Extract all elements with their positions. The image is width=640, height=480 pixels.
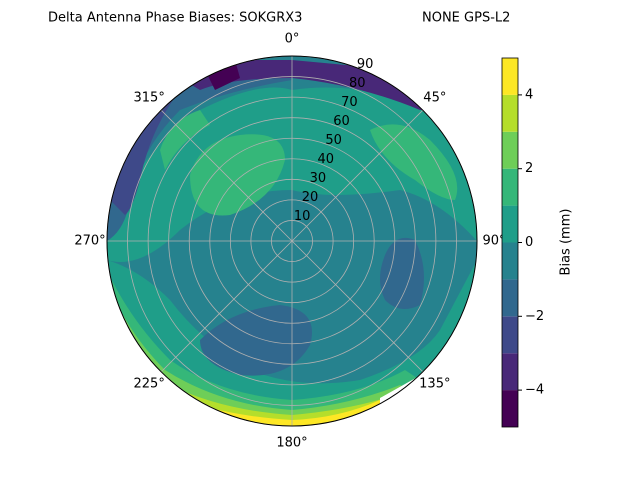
r-tick-label: 70 (341, 95, 358, 110)
grid-spoke (160, 109, 293, 242)
r-tick-label: 20 (302, 190, 319, 205)
theta-tick-label: 135° (419, 376, 450, 391)
polar-frame (106, 55, 478, 427)
colorbar-tick-label: 0 (525, 235, 533, 250)
contour-band (160, 110, 210, 170)
theta-tick-label: 180° (276, 436, 307, 451)
r-tick-label: 50 (325, 133, 342, 148)
theta-tick-label: 270° (74, 234, 105, 249)
chart-title: Delta Antenna Phase Biases: SOKGRX3 (48, 11, 302, 26)
colorbar-band (502, 316, 518, 354)
grid-spoke (291, 240, 424, 373)
colorbar-band (502, 279, 518, 317)
r-tick-label: 80 (349, 76, 366, 91)
theta-tick-label: 0° (285, 32, 300, 47)
colorbar-band (502, 242, 518, 280)
theta-tick-label: 315° (134, 91, 165, 106)
colorbar-band (502, 168, 518, 206)
r-tick-label: 10 (294, 209, 311, 224)
colorbar-band (502, 390, 518, 427)
contour-band (190, 134, 285, 216)
colorbar-band (502, 205, 518, 243)
theta-tick-label: 90° (482, 234, 505, 249)
colorbar-band (502, 58, 518, 95)
colorbar-band (502, 353, 518, 391)
colorbar-band (502, 131, 518, 169)
colorbar-tick-label: 4 (525, 87, 533, 102)
colorbar-tick-label: −4 (525, 383, 544, 398)
r-tick-label: 60 (333, 114, 350, 129)
colorbar-tick-label: 2 (525, 161, 533, 176)
contour-band (380, 237, 424, 309)
r-tick-label: 40 (317, 152, 334, 167)
contour-band (370, 124, 458, 200)
colorbar-band (502, 94, 518, 132)
r-tick-label: 30 (310, 171, 327, 186)
axes: 10 20 30 40 50 60 70 80 90 0° 45° 90° 135° 180° 225° 27… (74, 32, 505, 451)
chart-subtitle: NONE GPS-L2 (422, 11, 510, 26)
colorbar-label: Bias (mm) (559, 209, 574, 276)
colorbar-tick-label: −2 (525, 309, 544, 324)
r-tick-label: 90 (357, 57, 374, 72)
theta-tick-label: 45° (423, 91, 446, 106)
grid-spoke (160, 240, 293, 373)
theta-tick-label: 225° (134, 376, 165, 391)
grid-spoke (291, 109, 424, 242)
